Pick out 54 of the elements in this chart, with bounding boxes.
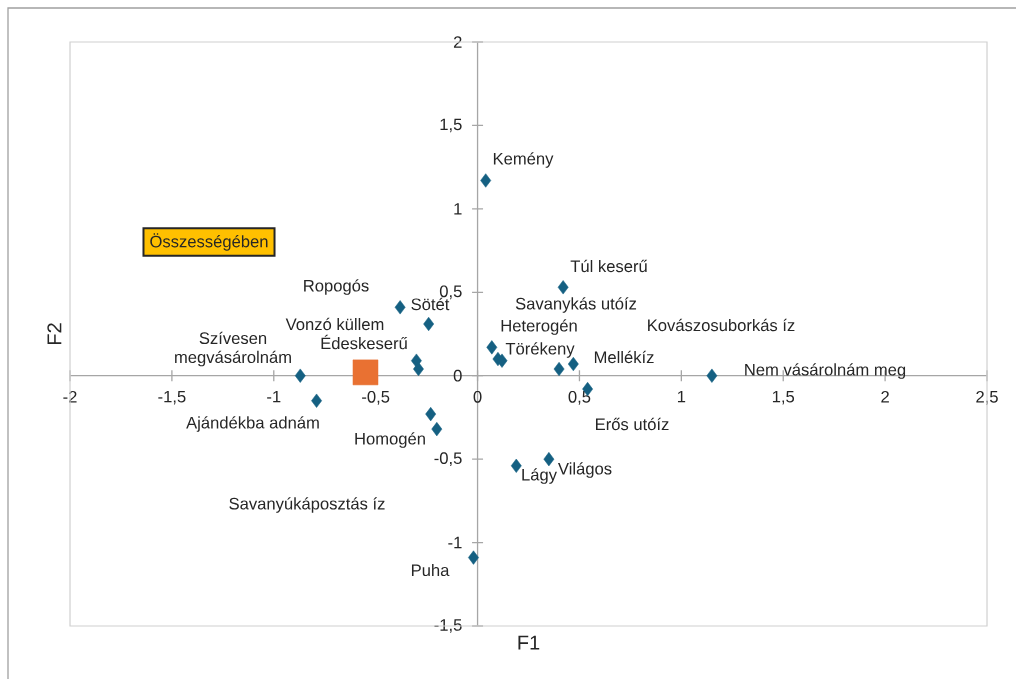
x-tick-label: 1,5 [772, 390, 795, 405]
point [486, 340, 498, 355]
annotation: Édeskeserű [321, 334, 408, 350]
x-tick-label: 0 [473, 390, 482, 403]
y-tick-label: 2 [453, 36, 462, 48]
x-tick-label: 1 [677, 390, 686, 403]
point [394, 300, 406, 315]
x-tick-label: -1,5 [158, 390, 186, 405]
point [431, 422, 443, 437]
point [557, 280, 569, 295]
y-tick-label: -1,5 [434, 619, 462, 633]
annotation: Nem vásárolnám meg [745, 363, 906, 379]
annotation: Kemény [493, 152, 554, 168]
annotation: Vonzó küllem [285, 317, 384, 331]
annotation: Heterogén [501, 319, 577, 335]
annotation: Erős utóíz [596, 417, 669, 431]
annotation: Homogén [355, 432, 425, 448]
x-tick-label: -1 [267, 390, 281, 403]
point [510, 458, 522, 473]
x-axis-title: F1 [518, 635, 540, 650]
point [706, 368, 718, 383]
point [543, 452, 555, 467]
annotation: Törékeny [505, 342, 575, 358]
point [423, 316, 435, 332]
annotation: Összességében [150, 233, 268, 251]
x-tick-label: -2 [63, 390, 77, 403]
point [294, 368, 306, 383]
x-tick-label: -0,5 [362, 390, 390, 405]
x-tick-label: 2 [881, 390, 889, 403]
y-tick-label: -1 [448, 536, 462, 549]
annotation: Mellékíz [594, 350, 654, 364]
point [567, 356, 579, 372]
point [425, 407, 437, 422]
annotation: Kovászosuborkás íz [648, 318, 795, 332]
annotation: Puha [411, 563, 450, 577]
annotation: Ropogós [304, 279, 369, 295]
point [352, 359, 379, 386]
y-tick-label: 0 [453, 369, 462, 382]
point [480, 173, 492, 188]
annotation: Lágy [522, 468, 557, 484]
annotation: Világos [558, 462, 612, 478]
y-tick-label: -0,5 [434, 452, 462, 467]
annotation: Túl keserű [570, 259, 648, 273]
annotation: Ajándékba adnám [186, 416, 319, 432]
point [553, 361, 565, 377]
point [468, 550, 479, 565]
annotation: Savanykás utóíz [515, 297, 637, 313]
point [311, 393, 322, 408]
y-tick-label: 1,5 [440, 118, 462, 133]
y-tick-label: 1 [454, 203, 462, 215]
annotation: Savanyúkáposztás íz [229, 497, 385, 513]
y-axis-title: F2 [47, 323, 62, 345]
annotation: Szívesen megvásárolnám [175, 331, 291, 367]
x-tick-label: 2,5 [976, 390, 998, 405]
